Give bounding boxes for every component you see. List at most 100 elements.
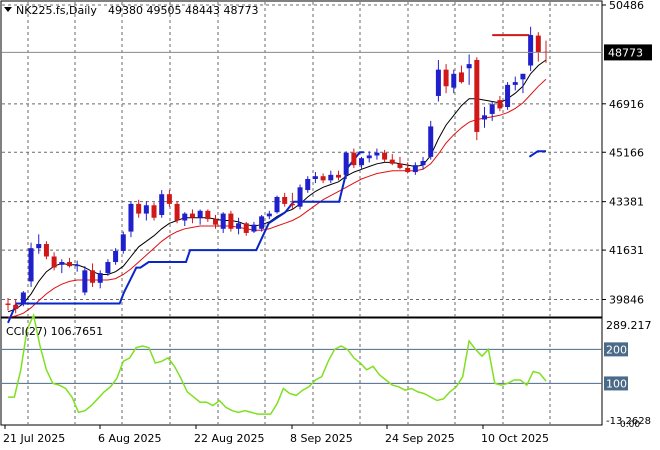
candle-body	[458, 72, 464, 83]
candle-body	[136, 203, 142, 214]
candle-body	[59, 262, 65, 265]
candle-layer	[5, 26, 549, 314]
price-tick-label: 46916	[609, 98, 644, 111]
candle-body	[282, 196, 288, 204]
candle-body	[243, 223, 249, 233]
candle-body	[343, 152, 349, 175]
cci-panel-frame	[0, 317, 603, 426]
candle-body	[43, 244, 49, 257]
slow-ma-line	[7, 78, 547, 318]
candle-body	[412, 165, 418, 173]
candle-body	[535, 35, 541, 53]
candle-body	[312, 176, 318, 179]
price-panel-frame	[0, 0, 603, 318]
channel-low-line	[7, 151, 364, 324]
candle-body	[435, 69, 441, 96]
candle-body	[213, 219, 219, 225]
candle-body	[113, 250, 119, 263]
cci-max-label: 289.217	[606, 319, 652, 332]
channel-low-line	[528, 150, 546, 158]
cci-min-label: -13.2628	[606, 416, 651, 427]
ohlc-readout: 49380 49505 48443 48773	[108, 4, 258, 17]
candle-body	[335, 174, 341, 178]
candle-body	[474, 59, 480, 132]
candle-body	[36, 244, 42, 249]
candle-body	[489, 104, 495, 114]
time-tick-label: 22 Aug 2025	[194, 432, 264, 445]
candle-body	[528, 35, 534, 66]
cci-level-label: 200	[606, 343, 627, 356]
candle-body	[451, 73, 457, 88]
candle-body	[51, 256, 57, 268]
candle-body	[374, 152, 380, 156]
time-tick-label: 8 Sep 2025	[290, 432, 353, 445]
time-tick-label: 21 Jul 2025	[3, 432, 65, 445]
cci-line	[8, 312, 547, 415]
collapse-triangle-icon[interactable]	[4, 7, 12, 12]
time-tick-label: 10 Oct 2025	[481, 432, 549, 445]
candle-body	[20, 292, 26, 304]
candle-body	[166, 194, 172, 204]
candle-body	[366, 155, 372, 159]
cci-level-label: 100	[606, 377, 627, 390]
candle-body	[143, 205, 149, 214]
candle-body	[289, 203, 295, 206]
candle-body	[274, 196, 280, 213]
series-layer	[7, 34, 547, 324]
candle-body	[205, 210, 211, 220]
candle-body	[220, 213, 226, 229]
grid-layer	[2, 2, 602, 424]
fast-ma-line	[7, 59, 547, 313]
candle-body	[5, 303, 11, 305]
candle-body	[359, 158, 365, 166]
candle-body	[389, 159, 395, 164]
price-tick-label: 50486	[609, 0, 644, 12]
candle-body	[428, 126, 434, 157]
price-tick-label: 41631	[609, 244, 644, 257]
price-tick-label: 43381	[609, 196, 644, 209]
candle-body	[466, 64, 472, 69]
candle-body	[520, 73, 526, 80]
cci-level-box	[604, 376, 628, 391]
candle-body	[66, 262, 72, 267]
candle-body	[420, 160, 426, 166]
candle-body	[174, 203, 180, 221]
candle-body	[197, 210, 203, 218]
candle-body	[82, 270, 88, 293]
candle-body	[251, 224, 257, 232]
candle-body	[512, 82, 518, 85]
candle-body	[328, 174, 334, 181]
candle-body	[443, 69, 449, 87]
candle-body	[128, 203, 134, 232]
candle-body	[305, 178, 311, 191]
symbol-label: NK225.fs,Daily	[16, 4, 97, 17]
candle-body	[320, 176, 326, 181]
candle-body	[105, 262, 111, 274]
candle-body	[382, 152, 388, 160]
time-tick-label: 6 Aug 2025	[98, 432, 161, 445]
candle-body	[497, 100, 503, 109]
candle-body	[228, 213, 234, 229]
candle-body	[28, 248, 34, 282]
last-price-box	[604, 44, 652, 61]
cci-header: CCI(27) 106.7651	[6, 325, 103, 338]
candle-body	[236, 223, 242, 229]
price-tick-label: 45166	[609, 146, 644, 159]
candle-body	[266, 213, 272, 217]
candle-body	[13, 304, 19, 310]
candle-body	[189, 213, 195, 218]
candle-body	[397, 163, 403, 168]
candle-body	[151, 205, 157, 218]
candle-body	[182, 213, 188, 221]
candle-body	[482, 115, 488, 120]
time-tick-label: 24 Sep 2025	[385, 432, 455, 445]
price-tick-label: 39846	[609, 294, 644, 307]
candle-body	[505, 84, 511, 108]
candle-body	[74, 264, 80, 267]
candle-body	[405, 167, 411, 173]
cci-zero-label: 0.00	[620, 420, 640, 430]
candle-body	[90, 270, 96, 283]
candle-body	[120, 234, 126, 251]
